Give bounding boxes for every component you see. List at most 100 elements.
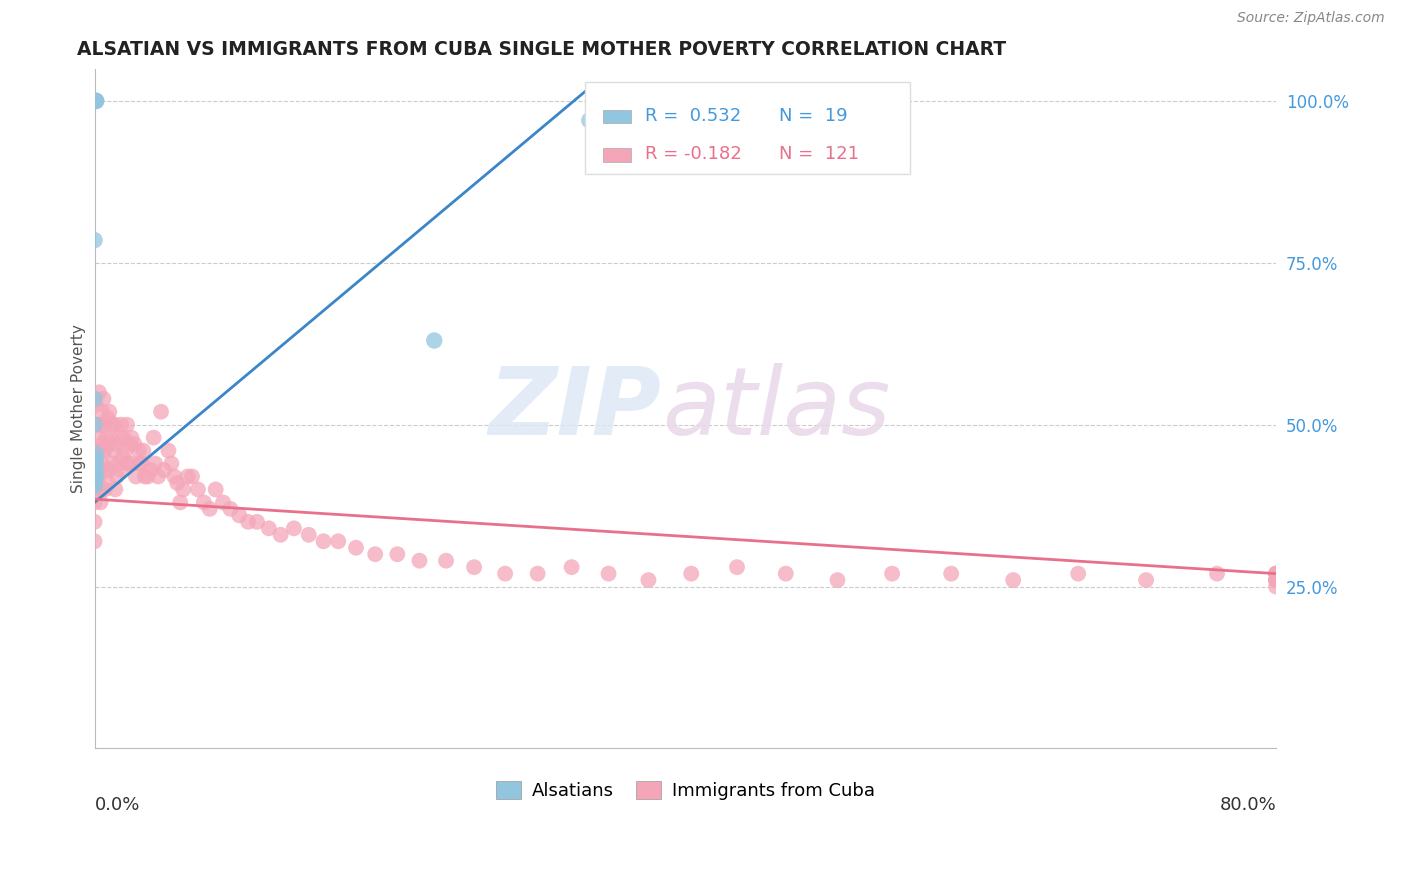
Point [143, 457, 166, 471]
Point [136, 469, 159, 483]
Point [941, 566, 963, 581]
Point [827, 573, 849, 587]
Point [328, 534, 350, 549]
Point [100, 431, 122, 445]
Point [526, 566, 548, 581]
Point [98, 437, 121, 451]
Point [84, 453, 107, 467]
Point [101, 417, 124, 432]
Text: R = -0.182: R = -0.182 [645, 145, 742, 162]
Point [83, 495, 105, 509]
Point [129, 457, 152, 471]
Point [1265, 573, 1288, 587]
Point [121, 431, 143, 445]
Point [198, 501, 221, 516]
Text: N =  19: N = 19 [779, 107, 848, 125]
Point [105, 437, 128, 451]
Point [118, 437, 141, 451]
Point [204, 483, 226, 497]
Legend: Alsatians, Immigrants from Cuba: Alsatians, Immigrants from Cuba [489, 774, 882, 807]
Point [84, 443, 107, 458]
Point [423, 334, 446, 348]
Point [598, 566, 620, 581]
Point [1265, 566, 1288, 581]
Point [84, 463, 107, 477]
Point [84, 483, 107, 497]
Point [83, 233, 105, 247]
Point [84, 94, 107, 108]
Point [89, 495, 111, 509]
Point [96, 431, 118, 445]
Point [212, 495, 235, 509]
Point [112, 431, 135, 445]
Bar [603, 110, 631, 123]
Point [115, 457, 138, 471]
Point [187, 483, 209, 497]
Point [193, 495, 215, 509]
Point [107, 457, 129, 471]
Point [83, 479, 105, 493]
Point [83, 469, 105, 483]
Point [1265, 573, 1288, 587]
Point [115, 417, 138, 432]
Point [1265, 566, 1288, 581]
Point [153, 463, 176, 477]
Point [83, 515, 105, 529]
Point [111, 450, 134, 464]
Point [434, 554, 457, 568]
Point [181, 469, 204, 483]
FancyBboxPatch shape [585, 82, 910, 174]
Point [1265, 580, 1288, 594]
Point [139, 463, 162, 477]
Point [228, 508, 250, 523]
Point [387, 547, 409, 561]
Point [578, 113, 600, 128]
Point [463, 560, 485, 574]
Point [87, 385, 110, 400]
Text: Source: ZipAtlas.com: Source: ZipAtlas.com [1237, 12, 1385, 25]
Point [93, 443, 115, 458]
Point [150, 405, 173, 419]
Point [103, 443, 125, 458]
Point [86, 443, 108, 458]
Point [561, 560, 583, 574]
Point [83, 392, 105, 406]
Point [1265, 566, 1288, 581]
Point [87, 431, 110, 445]
Point [89, 417, 111, 432]
Point [98, 463, 121, 477]
Point [128, 443, 150, 458]
Point [176, 469, 198, 483]
Point [122, 457, 145, 471]
Point [637, 573, 659, 587]
Point [298, 528, 321, 542]
Point [312, 534, 335, 549]
Point [146, 469, 169, 483]
Point [83, 473, 105, 487]
Point [775, 566, 797, 581]
Text: N =  121: N = 121 [779, 145, 859, 162]
Point [270, 528, 292, 542]
Point [93, 392, 115, 406]
Point [163, 469, 186, 483]
Point [98, 405, 121, 419]
Point [84, 457, 107, 471]
Point [94, 417, 117, 432]
Point [157, 443, 180, 458]
Point [142, 431, 165, 445]
Text: ZIP: ZIP [489, 362, 662, 455]
Point [94, 443, 117, 458]
Point [108, 431, 131, 445]
Point [408, 554, 430, 568]
Point [219, 501, 242, 516]
Point [83, 534, 105, 549]
Point [169, 495, 191, 509]
Point [1067, 566, 1090, 581]
Point [160, 457, 183, 471]
Point [83, 475, 105, 490]
Y-axis label: Single Mother Poverty: Single Mother Poverty [72, 324, 86, 493]
Point [105, 469, 128, 483]
Bar [603, 148, 631, 162]
Point [1265, 573, 1288, 587]
Point [84, 398, 107, 412]
